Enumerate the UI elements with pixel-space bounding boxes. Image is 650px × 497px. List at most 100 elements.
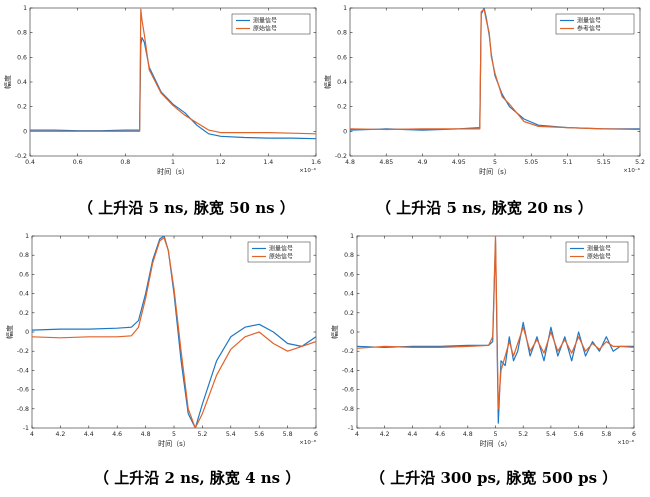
y-tick-label: 1 — [343, 5, 347, 12]
caption-bottom-right: （ 上升沿 300 ps, 脉宽 500 ps ） — [370, 469, 618, 487]
y-tick-label: -0.8 — [17, 406, 29, 413]
x-tick-label: 1.6 — [311, 159, 321, 166]
legend-box — [555, 13, 635, 35]
legend-label: 测量信号 — [577, 17, 601, 25]
x-tick-label: 5 — [493, 159, 497, 166]
x-tick-label: 1.4 — [263, 159, 273, 166]
y-tick-label: 0.2 — [17, 104, 27, 111]
chart-panel-1: 0.4 0.6 0.8 1 1.2 1.4 1.6-0.200.20.40.60.81时间（… — [3, 5, 321, 176]
caption-top-left: （ 上升沿 5 ns, 脉宽 50 ns ） — [78, 199, 295, 217]
y-tick-label: 0.2 — [337, 104, 347, 111]
series-line-1 — [32, 236, 316, 428]
x-axis-exponent: ×10⁻⁸ — [299, 439, 317, 446]
series-line-1 — [30, 36, 316, 140]
y-tick-label: 0.2 — [19, 310, 29, 317]
series-line-2 — [357, 236, 634, 410]
x-tick-label: 4.95 — [452, 159, 466, 166]
y-tick-label: 0.6 — [337, 54, 347, 61]
x-axis-exponent: ×10⁻⁶ — [299, 167, 317, 174]
x-tick-label: 4.6 — [112, 431, 122, 438]
legend-label: 原始信号 — [253, 25, 277, 33]
x-tick-label: 4.4 — [407, 431, 417, 438]
y-tick-label: -0.6 — [17, 387, 29, 394]
x-tick-label: 0.6 — [73, 159, 83, 166]
x-tick-label: 0.4 — [25, 159, 35, 166]
x-axis-label: 时间（s） — [158, 439, 190, 448]
y-tick-label: 0 — [23, 128, 27, 135]
x-tick-label: 1 — [171, 159, 175, 166]
y-tick-label: 0.8 — [19, 252, 29, 259]
x-tick-label: 5.6 — [254, 431, 264, 438]
series-line-2 — [30, 8, 316, 135]
x-tick-label: 4.9 — [418, 159, 428, 166]
y-tick-label: -0.6 — [342, 387, 354, 394]
legend-label: 参考信号 — [577, 25, 601, 33]
series-line-2 — [32, 237, 316, 428]
y-tick-label: 0.6 — [344, 271, 354, 278]
chart-panel-4: 4 4.2 4.4 4.6 4.8 5 5.2 5.4 5.6 5.8 6 -1 -0.8 -0.6 -0.… — [330, 233, 636, 448]
x-tick-label: 5.2 — [635, 159, 645, 166]
y-tick-label: 0.8 — [337, 30, 347, 37]
y-tick-label: -0.8 — [342, 406, 354, 413]
x-axis-exponent: ×10⁻⁸ — [617, 439, 635, 446]
x-tick-label: 4.2 — [55, 431, 65, 438]
y-tick-label: 1 — [23, 5, 27, 12]
x-tick-label: 4.6 — [435, 431, 445, 438]
x-axis-label: 时间（s） — [157, 167, 189, 176]
x-tick-label: 5.2 — [197, 431, 207, 438]
y-tick-label: 0.8 — [344, 252, 354, 259]
y-tick-label: 0.6 — [17, 54, 27, 61]
y-tick-label: -0.2 — [342, 348, 354, 355]
x-tick-label: 4 — [355, 431, 359, 438]
series-line-2 — [350, 8, 640, 131]
y-tick-label: 1 — [350, 233, 354, 240]
y-tick-label: 0 — [350, 329, 354, 336]
y-tick-label: 0.2 — [344, 310, 354, 317]
x-tick-label: 4 — [30, 431, 34, 438]
y-tick-label: 0.4 — [17, 79, 27, 86]
y-tick-label: 0.4 — [344, 291, 354, 298]
x-tick-label: 5.4 — [546, 431, 556, 438]
y-axis-label: 幅度 — [323, 75, 332, 89]
y-axis-label: 幅度 — [5, 325, 14, 339]
x-tick-label: 5.15 — [597, 159, 611, 166]
x-tick-label: 4.8 — [345, 159, 355, 166]
y-tick-label: 0.4 — [19, 291, 29, 298]
legend-box — [231, 13, 311, 35]
caption-top-right: （ 上升沿 5 ns, 脉宽 20 ns ） — [376, 199, 593, 217]
x-tick-label: 6 — [632, 431, 636, 438]
chart-panel-2: 4.8 4.85 4.9 4.95 5 5.05 5.1 5.15 5.2 -0.2 0 0.2 0.4… — [323, 5, 645, 176]
y-tick-label: 0 — [25, 329, 29, 336]
x-tick-label: 5.8 — [283, 431, 293, 438]
legend-label: 测量信号 — [587, 245, 611, 253]
x-tick-label: 6 — [314, 431, 318, 438]
legend-label: 测量信号 — [253, 17, 277, 25]
y-tick-label: -0.2 — [335, 153, 347, 160]
y-tick-label: -0.2 — [15, 153, 27, 160]
x-tick-label: 5.05 — [524, 159, 538, 166]
y-tick-label: 0.8 — [17, 30, 27, 37]
plot-area — [31, 235, 317, 429]
y-tick-label: 0.6 — [19, 271, 29, 278]
x-tick-label: 5.2 — [518, 431, 528, 438]
x-tick-label: 5 — [494, 431, 498, 438]
y-tick-label: 0.4 — [337, 79, 347, 86]
y-axis-label: 幅度 — [330, 325, 339, 339]
x-tick-label: 5.6 — [574, 431, 584, 438]
y-tick-label: 0 — [343, 128, 347, 135]
x-axis-exponent: ×10⁻⁶ — [623, 167, 641, 174]
y-axis-label: 幅度 — [3, 75, 12, 89]
legend-label: 原始信号 — [587, 253, 611, 261]
legend-label: 测量信号 — [269, 245, 293, 253]
x-tick-label: 4.4 — [84, 431, 94, 438]
legend-label: 原始信号 — [269, 253, 293, 261]
x-tick-label: 5.8 — [601, 431, 611, 438]
y-tick-label: -0.4 — [17, 367, 29, 374]
x-tick-label: 4.8 — [463, 431, 473, 438]
x-tick-label: 4.85 — [379, 159, 393, 166]
